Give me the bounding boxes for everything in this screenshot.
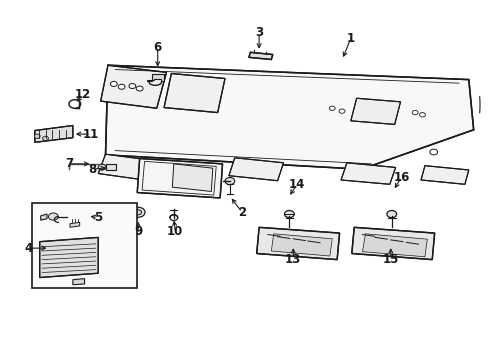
Polygon shape xyxy=(98,154,152,180)
Polygon shape xyxy=(105,65,473,169)
Circle shape xyxy=(98,164,106,170)
Text: 15: 15 xyxy=(382,253,398,266)
Polygon shape xyxy=(248,52,272,59)
Text: 9: 9 xyxy=(134,225,142,238)
Polygon shape xyxy=(271,234,331,256)
Text: 3: 3 xyxy=(255,27,263,40)
Polygon shape xyxy=(40,237,98,278)
Polygon shape xyxy=(101,65,166,108)
Circle shape xyxy=(136,86,143,91)
Polygon shape xyxy=(351,227,434,260)
Text: 10: 10 xyxy=(167,225,183,238)
Polygon shape xyxy=(147,74,163,81)
Polygon shape xyxy=(256,227,339,260)
FancyBboxPatch shape xyxy=(105,164,116,170)
Text: 16: 16 xyxy=(392,171,409,184)
Circle shape xyxy=(338,109,344,113)
Text: 14: 14 xyxy=(288,178,305,191)
Text: 12: 12 xyxy=(74,88,91,101)
Circle shape xyxy=(419,113,425,117)
Text: 7: 7 xyxy=(65,157,73,170)
Circle shape xyxy=(329,106,334,111)
Polygon shape xyxy=(420,166,468,184)
Polygon shape xyxy=(350,98,400,125)
Polygon shape xyxy=(35,126,73,142)
Polygon shape xyxy=(340,163,395,184)
Text: 2: 2 xyxy=(238,206,245,219)
Circle shape xyxy=(284,211,294,218)
Circle shape xyxy=(224,177,234,185)
FancyBboxPatch shape xyxy=(32,203,137,288)
Circle shape xyxy=(429,149,437,155)
Text: 4: 4 xyxy=(25,242,33,255)
Circle shape xyxy=(411,111,417,115)
Text: 5: 5 xyxy=(94,211,102,224)
Circle shape xyxy=(110,81,117,86)
Text: 8: 8 xyxy=(88,163,96,176)
Polygon shape xyxy=(137,158,222,198)
Polygon shape xyxy=(172,164,212,192)
Text: 1: 1 xyxy=(346,32,354,45)
Circle shape xyxy=(131,207,145,217)
Polygon shape xyxy=(362,234,427,257)
Circle shape xyxy=(42,136,48,140)
Polygon shape xyxy=(41,214,47,220)
Text: 6: 6 xyxy=(153,41,162,54)
Circle shape xyxy=(118,84,125,89)
Text: 13: 13 xyxy=(285,253,301,266)
Circle shape xyxy=(386,211,396,218)
Circle shape xyxy=(34,134,40,138)
Circle shape xyxy=(135,210,142,215)
Polygon shape xyxy=(73,279,84,285)
Text: 11: 11 xyxy=(82,127,99,141)
Polygon shape xyxy=(228,158,283,181)
Polygon shape xyxy=(163,73,224,113)
Polygon shape xyxy=(70,222,80,227)
Circle shape xyxy=(48,213,58,220)
Circle shape xyxy=(129,84,136,89)
